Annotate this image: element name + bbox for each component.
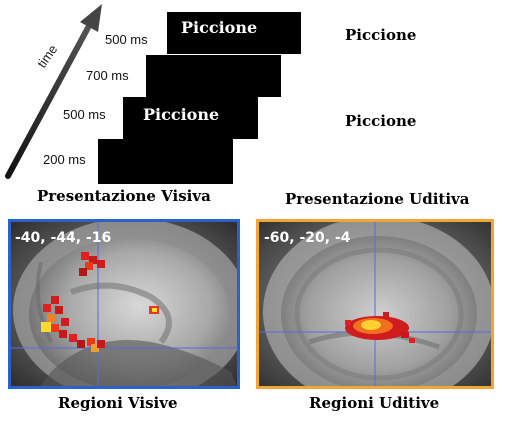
auditory-scan-caption: Regioni Uditive xyxy=(309,394,440,412)
auditory-scan-coordinates: -60, -20, -4 xyxy=(264,230,351,246)
frame-1-duration: 500 ms xyxy=(105,32,148,47)
visual-brain-scan xyxy=(11,222,237,386)
frame-4-screen xyxy=(98,139,233,184)
audio-word-2: Piccione xyxy=(345,112,417,130)
frame-2-screen xyxy=(146,55,281,97)
visual-scan-caption: Regioni Visive xyxy=(58,394,178,412)
frame-4-duration: 200 ms xyxy=(43,152,86,167)
frame-3-screen: Piccione xyxy=(123,97,258,139)
auditory-brain-scan xyxy=(259,222,491,386)
auditory-activation-cluster xyxy=(345,312,415,343)
frame-1-word: Piccione xyxy=(181,18,258,37)
time-arrow xyxy=(5,4,102,179)
visual-scan-coordinates: -40, -44, -16 xyxy=(15,230,112,246)
frame-1-screen: Piccione xyxy=(167,12,301,54)
frame-3-word: Piccione xyxy=(143,105,220,124)
condition-label-visual: Presentazione Visiva xyxy=(37,187,211,205)
visual-activation-clusters xyxy=(41,252,159,352)
frame-3-duration: 500 ms xyxy=(63,107,106,122)
visual-scan-panel: -40, -44, -16 xyxy=(8,219,240,389)
auditory-scan-panel: -60, -20, -4 xyxy=(256,219,494,389)
condition-label-auditory: Presentazione Uditiva xyxy=(285,190,470,208)
frame-2-duration: 700 ms xyxy=(86,68,129,83)
audio-word-1: Piccione xyxy=(345,26,417,44)
